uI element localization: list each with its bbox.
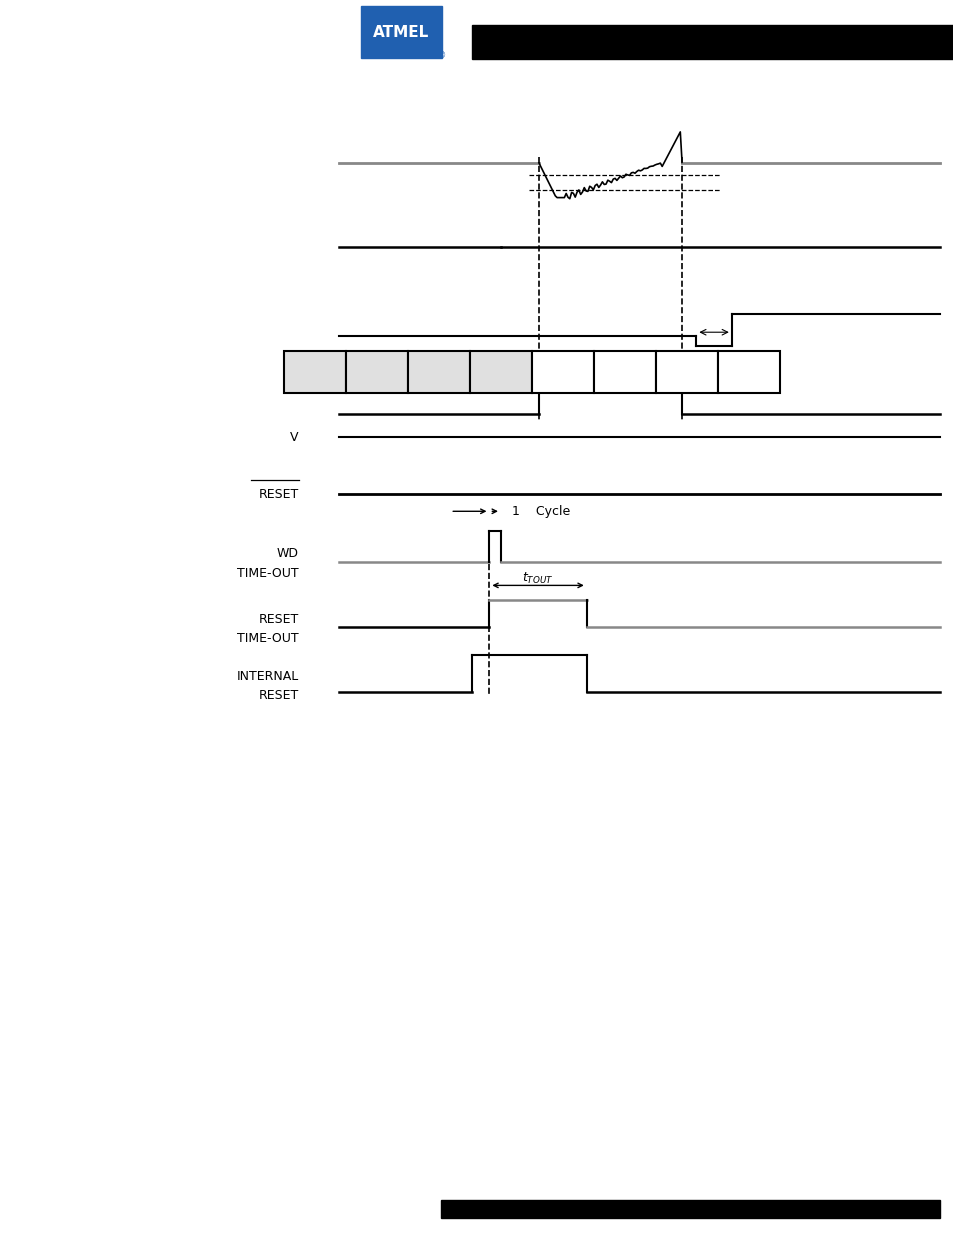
Bar xyxy=(440,1200,939,1218)
Text: RESET: RESET xyxy=(258,689,298,701)
Bar xyxy=(472,25,953,59)
Text: $t_{TOUT}$: $t_{TOUT}$ xyxy=(522,571,553,585)
Text: WD: WD xyxy=(276,547,298,559)
Bar xyxy=(718,351,780,393)
Text: 1    Cycle: 1 Cycle xyxy=(512,505,570,517)
Text: TIME-OUT: TIME-OUT xyxy=(236,632,298,645)
Text: RESET: RESET xyxy=(258,614,298,626)
Bar xyxy=(656,351,718,393)
Text: INTERNAL: INTERNAL xyxy=(236,671,298,683)
Text: ®: ® xyxy=(437,51,445,61)
Bar xyxy=(408,351,470,393)
Bar xyxy=(470,351,532,393)
Text: V: V xyxy=(290,431,298,443)
FancyBboxPatch shape xyxy=(360,6,441,58)
Text: ATMEL: ATMEL xyxy=(373,25,428,40)
Text: RESET: RESET xyxy=(258,488,298,500)
Text: TIME-OUT: TIME-OUT xyxy=(236,567,298,579)
Bar xyxy=(284,351,346,393)
Bar xyxy=(594,351,656,393)
Bar xyxy=(346,351,408,393)
Bar xyxy=(532,351,594,393)
